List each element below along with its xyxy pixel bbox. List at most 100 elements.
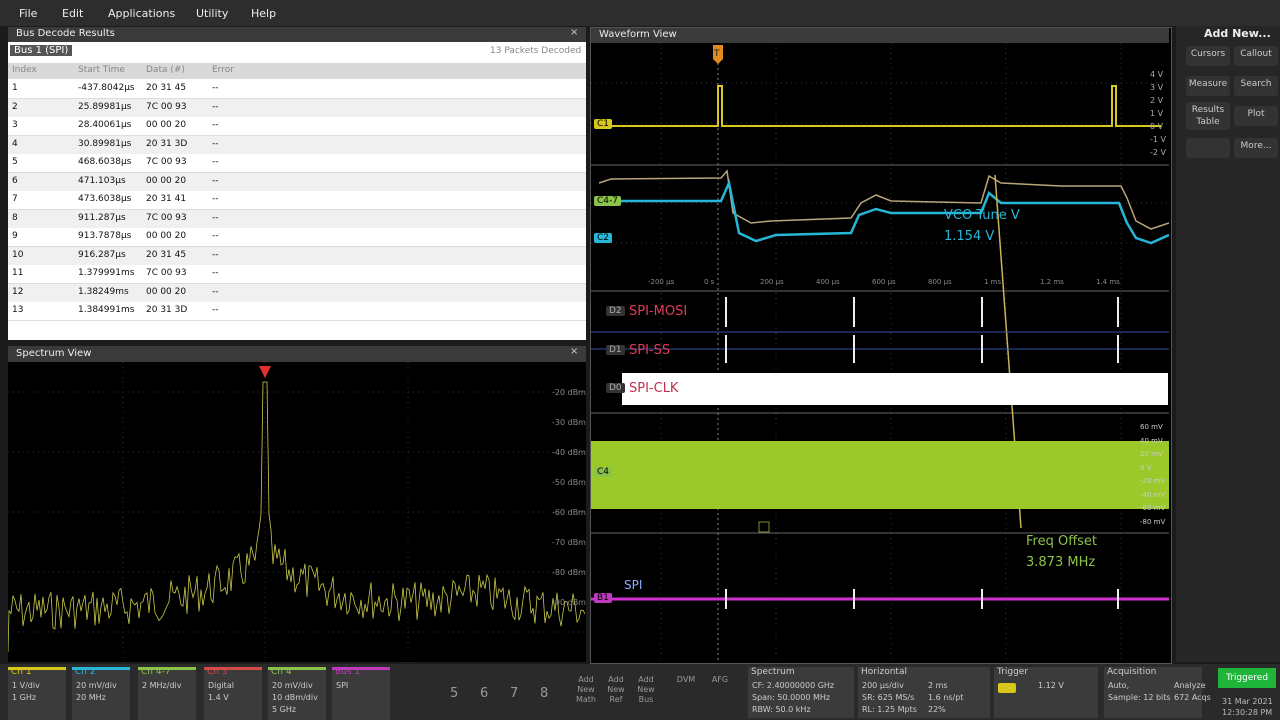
panel-title: Spectrum View	[16, 348, 92, 359]
cell: --	[212, 231, 219, 241]
channel-badge[interactable]	[332, 667, 390, 720]
badge-line: 1.4 V	[208, 693, 229, 702]
channel-tag[interactable]: B1	[594, 593, 612, 603]
badge-title: Ch 1	[11, 667, 32, 677]
y-label: -20 dBm	[552, 388, 586, 397]
trigger-icon	[998, 683, 1016, 693]
group-line: 22%	[928, 705, 946, 714]
status-group[interactable]	[748, 667, 854, 718]
status-group[interactable]	[1104, 667, 1202, 718]
cell: 473.6038µs	[78, 194, 132, 204]
panel-button[interactable]: Results Table	[1186, 102, 1230, 130]
group-line: RL: 1.25 Mpts	[862, 705, 917, 714]
c2-reference-trace	[598, 169, 1169, 230]
panel-title-bar	[8, 346, 586, 362]
add-button[interactable]: Add New Math	[575, 675, 596, 704]
group-line: CF: 2.40000000 GHz	[752, 681, 835, 690]
group-title: Horizontal	[861, 667, 907, 677]
cell: 00 00 20	[146, 175, 187, 186]
add-button[interactable]: DVM	[676, 675, 696, 684]
channel-tag[interactable]: D1	[606, 345, 625, 355]
panel-button[interactable]	[1186, 138, 1230, 158]
trigger-marker	[713, 45, 723, 64]
time: 12:30:28 PM	[1222, 708, 1273, 717]
spectrum-grid	[8, 362, 586, 662]
channel-badge[interactable]	[8, 667, 66, 720]
menu-item[interactable]: Utility	[196, 7, 229, 20]
channel-tag[interactable]: C4-7	[594, 196, 621, 206]
badge-title: Ch 3	[207, 667, 228, 677]
channel-badge[interactable]	[204, 667, 262, 720]
spectrum-peak-marker	[259, 366, 271, 378]
channel-tag[interactable]: D0	[606, 383, 625, 393]
status-indicator[interactable]: Triggered	[1218, 668, 1276, 688]
cell: 30.89981µs	[78, 138, 132, 149]
channel-badge[interactable]	[138, 667, 196, 720]
panel-button[interactable]: Cursors	[1186, 46, 1230, 66]
channel-tag[interactable]: C4	[594, 467, 613, 477]
channel-badge[interactable]	[72, 667, 130, 720]
close-button[interactable]: ×	[570, 27, 579, 38]
badge-title: Ch 2	[75, 667, 96, 677]
cell: 913.7878µs	[78, 231, 132, 241]
cell: 4	[12, 138, 18, 149]
panel-button[interactable]: Plot	[1234, 106, 1278, 126]
add-button[interactable]: Add New Bus	[637, 675, 655, 704]
add-button[interactable]: Add New Ref	[607, 675, 625, 704]
menu-item[interactable]: Help	[251, 7, 277, 20]
group-line: 2 ms	[928, 681, 948, 690]
cell: 25.89981µs	[78, 101, 132, 112]
panel-button[interactable]: Measure	[1186, 76, 1230, 96]
channel-badge[interactable]	[268, 667, 326, 720]
time-label: 1 ms	[984, 278, 1002, 286]
menu-item[interactable]: Applications	[108, 7, 176, 20]
c1-trace	[599, 85, 1161, 127]
add-button[interactable]: AFG	[711, 675, 729, 684]
channel-tag[interactable]: C1	[594, 119, 613, 129]
panel-button[interactable]: More...	[1234, 138, 1278, 158]
panel-button[interactable]: Callout	[1234, 46, 1278, 66]
slot-number[interactable]: 6	[480, 686, 489, 701]
y-label: -50 dBm	[552, 478, 586, 487]
tab[interactable]: Bus 1 (SPI)	[10, 45, 73, 56]
table-row[interactable]	[8, 302, 586, 321]
y-label: -90 dBm	[552, 598, 586, 607]
group-line: Sample: 12 bits	[1108, 693, 1171, 702]
group-line: SR: 625 MS/s	[862, 693, 915, 702]
channel-tag[interactable]: D2	[606, 306, 625, 316]
badge-title: Ch 4	[271, 667, 292, 677]
right-title: Add New...	[1204, 27, 1271, 40]
cell: 00 00 20	[146, 286, 187, 297]
slot-number[interactable]: 5	[450, 686, 459, 701]
c1-scale-label: 0 V	[1150, 122, 1164, 131]
group-line: 200 µs/div	[862, 681, 904, 690]
digital-name: SPI-MOSI	[629, 304, 688, 319]
cell: --	[212, 157, 219, 167]
grid	[591, 43, 1169, 661]
menu-item[interactable]: Edit	[62, 7, 84, 20]
slot-number[interactable]: 7	[510, 686, 519, 701]
time-label: 600 µs	[872, 278, 896, 286]
group-line: Analyze	[1174, 681, 1206, 690]
group-line: RBW: 50.0 kHz	[752, 705, 811, 714]
close-button[interactable]: ×	[570, 346, 579, 357]
status-group[interactable]	[858, 667, 990, 718]
badge-line: 20 mV/div	[76, 681, 117, 690]
channel-tag[interactable]: C2	[594, 233, 613, 243]
cell: 20 31 3D	[146, 138, 188, 149]
cell: 6	[12, 175, 18, 186]
time-label: 0 s	[704, 278, 715, 286]
vco-value: 1.154 V	[944, 229, 995, 244]
column-header: Index	[12, 65, 37, 75]
c2-trace	[599, 178, 1169, 245]
panel-title: Waveform View	[599, 29, 677, 40]
group-line: Auto,	[1108, 681, 1130, 690]
badge-line: 5 GHz	[272, 705, 297, 714]
menu-item[interactable]: File	[19, 7, 38, 20]
cell: --	[212, 83, 219, 93]
c4-scale-label: 40 mV	[1140, 436, 1163, 445]
badge-line: 2 MHz/div	[142, 681, 182, 690]
freq-label: Freq Offset	[1026, 534, 1098, 549]
slot-number[interactable]: 8	[540, 686, 549, 701]
panel-button[interactable]: Search	[1234, 76, 1278, 96]
